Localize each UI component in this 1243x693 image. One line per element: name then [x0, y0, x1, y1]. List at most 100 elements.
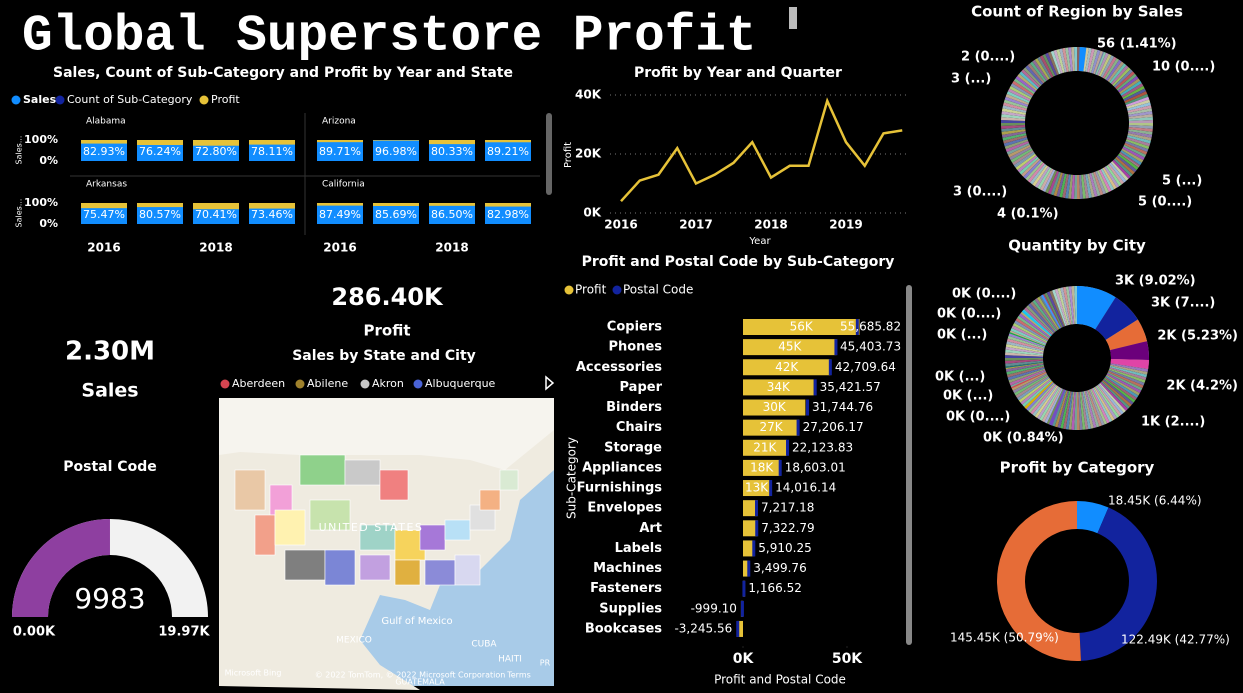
- data-label: 2K (5.23%): [1157, 329, 1238, 344]
- ring-segment: [1005, 360, 1044, 367]
- ring-segment: [1081, 174, 1086, 199]
- data-label: 0K (0....): [937, 307, 1001, 322]
- ring-segment: [1005, 343, 1044, 353]
- ring-segment: [1128, 120, 1153, 123]
- legend-label: Sales: [23, 93, 57, 106]
- card-label: Profit: [364, 322, 411, 340]
- ring-segment: [1060, 287, 1071, 325]
- bar: [834, 339, 838, 356]
- ring-segment: [1104, 376, 1137, 401]
- ring-segment: [1025, 65, 1044, 85]
- ring-segment: [1112, 159, 1131, 179]
- ring-segment: [1121, 83, 1144, 98]
- y-tick-label: Bookcases: [585, 621, 662, 636]
- ring-segment: [1074, 391, 1077, 430]
- ring-segment: [1045, 170, 1058, 194]
- ring-segment: [1096, 170, 1109, 194]
- ring-segment: [1074, 47, 1077, 72]
- ring-segment: [1125, 140, 1149, 153]
- ring-segment: [1123, 144, 1147, 158]
- x-tick-label: 2018: [754, 218, 787, 232]
- slice: [1094, 51, 1105, 75]
- ring-segment: [1113, 158, 1133, 177]
- ring-segment: [1065, 47, 1071, 72]
- data-label: 80.57%: [139, 208, 181, 221]
- bar: [743, 319, 860, 335]
- data-label: 122.49K (42.77%): [1121, 633, 1230, 647]
- y-tick-label: Storage: [604, 440, 662, 455]
- ring-segment: [1112, 67, 1131, 87]
- ring-segment: [1108, 368, 1146, 383]
- ring-segment: [1027, 162, 1045, 183]
- ring-segment: [1006, 338, 1045, 351]
- slice: [1050, 171, 1060, 195]
- chart-title: Sales, Count of Sub-Category and Profit …: [53, 65, 513, 81]
- ring-segment: [1006, 364, 1044, 375]
- ring-segment: [1017, 73, 1038, 91]
- ring-segment: [1125, 93, 1149, 106]
- ring-segment: [1027, 63, 1045, 84]
- ring-segment: [1110, 364, 1148, 375]
- ring-segment: [1026, 305, 1054, 334]
- ring-segment: [1100, 382, 1128, 411]
- bar: [755, 500, 759, 517]
- x-tick-label: 2018: [199, 241, 232, 255]
- bar: [317, 142, 363, 161]
- map-state: [454, 554, 481, 586]
- ring-segment: [1128, 111, 1153, 117]
- map-state: [324, 549, 356, 586]
- ring-segment: [1106, 373, 1142, 394]
- ring-segment: [1078, 391, 1083, 430]
- ring-segment: [1006, 91, 1030, 104]
- x-tick-label: 2016: [604, 218, 637, 232]
- ring-segment: [1084, 390, 1097, 429]
- ring-segment: [1094, 171, 1107, 195]
- ring-segment: [1089, 173, 1098, 197]
- data-label: -3,245.56: [674, 621, 732, 635]
- y-tick-label: 20K: [575, 147, 602, 161]
- ring-segment: [1046, 388, 1064, 425]
- data-label: 96.98%: [375, 145, 417, 158]
- ring-segment: [1007, 88, 1031, 102]
- panel-title: California: [322, 180, 365, 190]
- data-label: 42,709.64: [835, 360, 896, 374]
- ring-segment: [1034, 58, 1050, 80]
- ring-segment: [1128, 129, 1153, 135]
- ring-segment: [1006, 365, 1045, 378]
- ring-segment: [1036, 296, 1060, 330]
- ring-segment: [1008, 368, 1046, 383]
- legend-label: Count of Sub-Category: [67, 93, 193, 106]
- ring-segment: [1047, 171, 1060, 195]
- data-label: 89.21%: [487, 145, 529, 158]
- data-label: 75.47%: [83, 208, 125, 221]
- map-label: MEXICO: [336, 636, 372, 646]
- slice: [1079, 507, 1158, 661]
- ring-segment: [1054, 390, 1068, 428]
- y-tick-label: Supplies: [599, 601, 662, 616]
- ring-segment: [1009, 146, 1032, 161]
- ring-segment: [1094, 51, 1107, 75]
- bar: [429, 144, 475, 161]
- x-tick-label: 50K: [832, 651, 863, 667]
- ring-segment: [1071, 286, 1076, 325]
- ring-segment: [1010, 148, 1033, 163]
- slice: [1011, 371, 1047, 389]
- bar: [743, 339, 837, 356]
- ring-segment: [1126, 99, 1151, 109]
- ring-segment: [1107, 371, 1144, 389]
- data-label: 82.93%: [83, 145, 125, 158]
- data-label: 1K (2....): [1141, 415, 1205, 430]
- ring-segment: [1037, 56, 1052, 79]
- ring-segment: [1122, 146, 1145, 161]
- bar: [485, 142, 531, 161]
- ring-segment: [1014, 374, 1049, 396]
- data-label: -999.10: [691, 601, 737, 615]
- ring-segment: [1095, 385, 1120, 418]
- y-tick-label: 100%: [24, 196, 58, 209]
- bar: [485, 206, 531, 224]
- ring-segment: [1107, 372, 1143, 391]
- bar: [736, 620, 740, 637]
- data-label: 0K (...): [937, 328, 987, 343]
- data-label: 7,217.18: [761, 501, 814, 515]
- ring-segment: [1090, 388, 1108, 425]
